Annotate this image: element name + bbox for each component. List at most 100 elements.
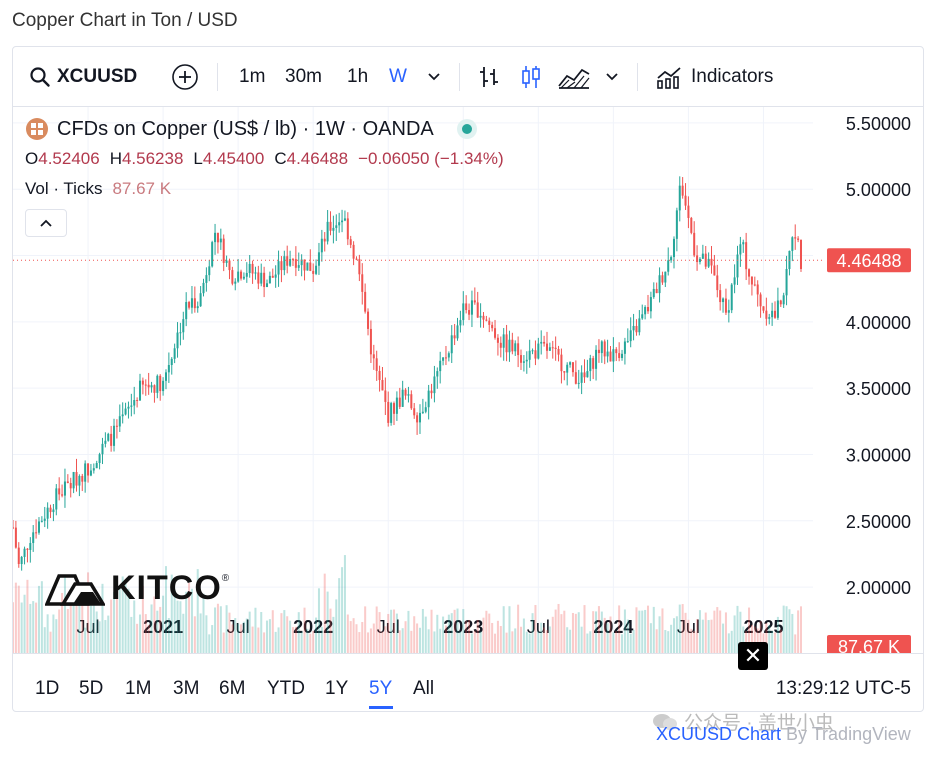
interval-dropdown[interactable]	[427, 47, 441, 107]
candle	[632, 325, 635, 331]
volume-bar	[113, 591, 116, 653]
close-icon[interactable]: ✕	[738, 642, 768, 670]
candle	[776, 300, 779, 318]
chart-type-dropdown[interactable]	[605, 47, 619, 107]
symbol-label: XCUUSD	[57, 66, 138, 87]
symbol-chart-link[interactable]: XCUUSD Chart	[656, 724, 782, 744]
volume-bar	[707, 620, 710, 653]
wechat-watermark: 公众号 · 盖世小虫	[652, 708, 834, 735]
candle	[378, 370, 381, 380]
candle	[369, 328, 372, 355]
candle	[537, 343, 540, 359]
candle	[404, 389, 407, 396]
candle	[346, 218, 349, 240]
candle	[499, 342, 502, 348]
candle	[528, 350, 531, 360]
candle	[551, 347, 554, 349]
candle	[69, 482, 72, 489]
ohlc-open: O4.52406	[25, 149, 100, 169]
candle-chart-type-button[interactable]	[519, 47, 543, 107]
volume-bar	[612, 632, 615, 653]
volume-bar	[294, 626, 297, 653]
candle	[75, 472, 78, 486]
candle	[225, 260, 228, 263]
volume-bar	[387, 613, 390, 653]
volume-bar	[597, 606, 600, 653]
range-1m[interactable]: 1M	[125, 678, 152, 699]
interval-1m[interactable]: 1m	[239, 66, 266, 87]
candle	[534, 350, 537, 359]
clock-timezone[interactable]: 13:29:12 UTC-5	[775, 678, 911, 699]
candle	[72, 472, 75, 489]
volume-bar	[63, 575, 66, 653]
range-5y[interactable]: 5Y	[369, 678, 393, 699]
tradingview-credit[interactable]: By TradingView	[786, 724, 911, 744]
volume-bar	[794, 634, 797, 653]
volume-bar	[517, 604, 520, 653]
range-all[interactable]: All	[413, 678, 435, 699]
candle	[647, 307, 650, 312]
candle	[418, 412, 421, 423]
range-6m[interactable]: 6M	[219, 678, 246, 699]
compare-button[interactable]	[171, 47, 199, 107]
candle	[577, 382, 580, 384]
volume-bar	[115, 593, 118, 653]
symbol-search[interactable]: XCUUSD	[29, 47, 137, 107]
price-chart[interactable]: 5.500005.000004.500004.000003.500003.000…	[13, 107, 925, 653]
candle	[222, 238, 225, 263]
range-3m[interactable]: 3M	[173, 678, 200, 699]
volume-bar	[234, 618, 237, 653]
candle	[130, 405, 133, 407]
range-1y[interactable]: 1Y	[325, 678, 349, 699]
volume-bar	[72, 597, 75, 653]
volume-bar	[87, 572, 90, 653]
volume-bar	[173, 589, 176, 653]
volume-bar	[355, 624, 358, 653]
interval-30m[interactable]: 30m	[285, 66, 322, 87]
candle	[727, 310, 730, 313]
volume-bar	[26, 579, 29, 653]
volume-bar	[525, 631, 528, 653]
volume-bar	[528, 633, 531, 653]
bar-chart-type-button[interactable]	[477, 47, 501, 107]
candle	[540, 341, 543, 344]
candle	[141, 380, 144, 385]
candle	[742, 242, 745, 245]
volume-bar	[618, 605, 621, 653]
instrument-name: CFDs on Copper (US$ / lb) · 1W · OANDA	[57, 117, 434, 140]
volume-bar	[309, 633, 312, 653]
candle	[234, 281, 237, 284]
collapse-legend-button[interactable]	[25, 209, 67, 237]
volume-bar	[690, 628, 693, 653]
indicators-button[interactable]: Indicators	[655, 47, 773, 107]
volume-bar	[649, 623, 652, 653]
range-1d[interactable]: 1D	[35, 678, 60, 699]
volume-bar	[756, 628, 759, 653]
volume-bar	[367, 632, 370, 653]
candle	[517, 343, 520, 356]
candle	[14, 527, 17, 548]
candle	[799, 239, 803, 269]
volume-bar	[124, 580, 127, 653]
candle	[759, 294, 762, 307]
wechat-watermark-text: 公众号 · 盖世小虫	[684, 713, 834, 734]
range-5d[interactable]: 5D	[79, 678, 104, 699]
candle	[43, 518, 46, 521]
candle	[571, 362, 574, 373]
volume-bar	[37, 585, 40, 653]
candle	[274, 274, 277, 278]
interval-w[interactable]: W	[389, 66, 407, 87]
area-chart-type-button[interactable]	[557, 47, 591, 107]
candle	[563, 371, 566, 373]
candle	[268, 275, 271, 284]
interval-1h[interactable]: 1h	[347, 66, 369, 87]
candle	[479, 315, 482, 318]
candle	[609, 351, 612, 362]
volume-bar	[317, 588, 320, 653]
volume-bar	[750, 624, 753, 653]
range-ytd[interactable]: YTD	[267, 678, 305, 699]
candle	[693, 232, 696, 256]
candle	[257, 272, 260, 284]
close-value: 4.46488	[286, 149, 349, 168]
volume-bar	[352, 618, 355, 653]
